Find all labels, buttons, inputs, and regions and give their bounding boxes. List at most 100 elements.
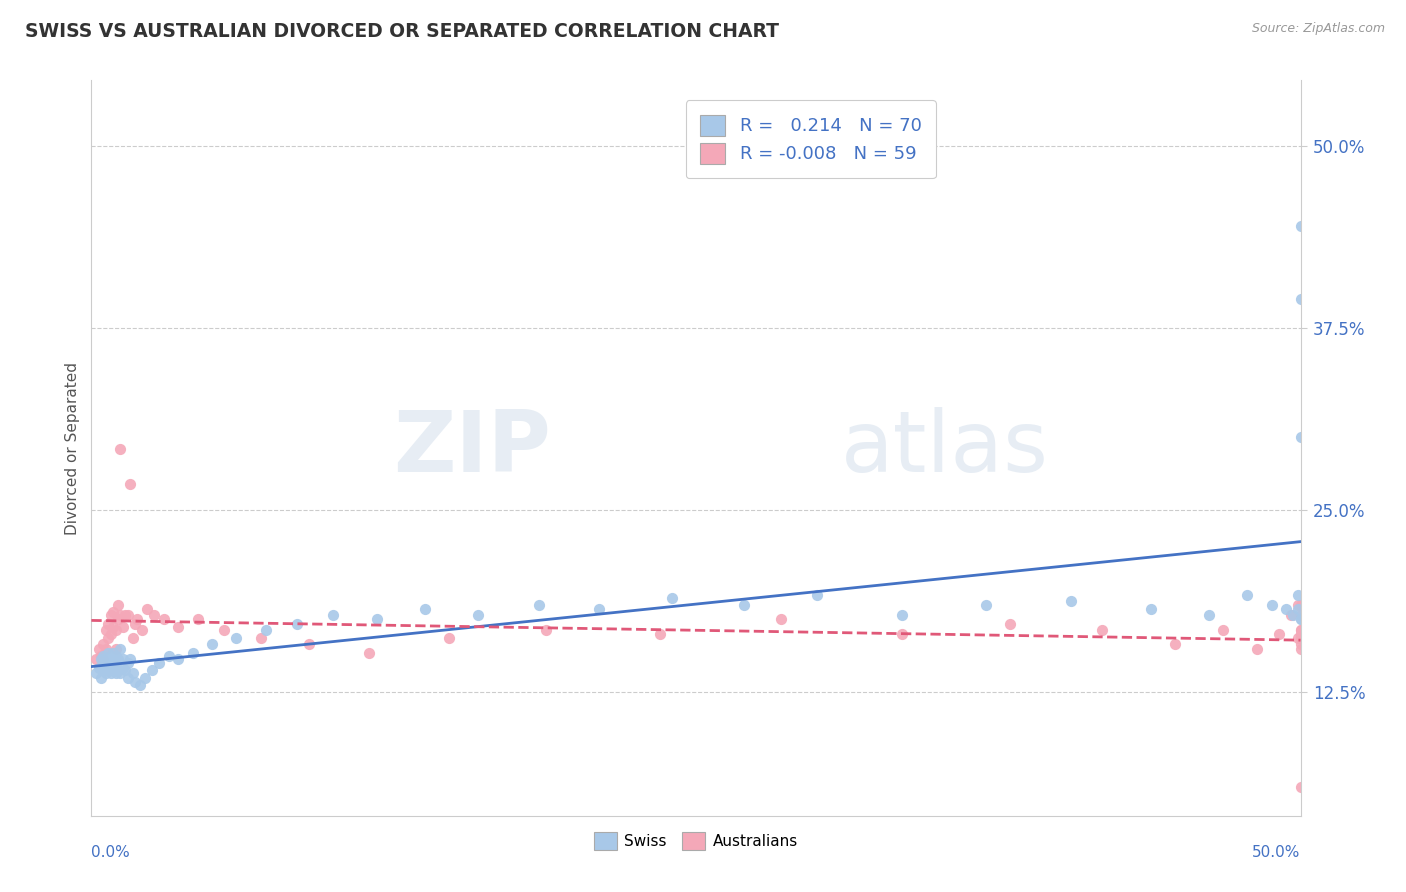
Point xyxy=(1289,623,1312,637)
Point xyxy=(87,660,110,674)
Point xyxy=(661,591,683,605)
Point xyxy=(1282,608,1305,623)
Point xyxy=(285,616,308,631)
Point xyxy=(1246,641,1268,656)
Point xyxy=(1139,602,1161,616)
Point xyxy=(1289,292,1312,306)
Point xyxy=(94,666,117,681)
Point xyxy=(254,623,277,637)
Point xyxy=(1286,588,1309,602)
Point xyxy=(588,602,610,616)
Point xyxy=(117,656,139,670)
Point xyxy=(1289,637,1312,651)
Point xyxy=(128,678,150,692)
Point xyxy=(94,623,117,637)
Point xyxy=(97,616,120,631)
Point xyxy=(201,637,224,651)
Point xyxy=(100,608,122,623)
Point xyxy=(249,632,271,646)
Legend: Swiss, Australians: Swiss, Australians xyxy=(588,825,804,856)
Point xyxy=(1289,627,1312,641)
Point xyxy=(104,666,127,681)
Point xyxy=(187,612,209,626)
Point xyxy=(93,648,115,663)
Point xyxy=(769,612,792,626)
Point xyxy=(110,442,132,456)
Point xyxy=(97,646,120,660)
Point xyxy=(101,646,124,660)
Point xyxy=(527,598,550,612)
Point xyxy=(101,664,124,678)
Point xyxy=(1286,632,1309,646)
Point xyxy=(110,641,132,656)
Text: SWISS VS AUSTRALIAN DIVORCED OR SEPARATED CORRELATION CHART: SWISS VS AUSTRALIAN DIVORCED OR SEPARATE… xyxy=(25,22,779,41)
Point xyxy=(1289,612,1312,626)
Point xyxy=(90,671,112,685)
Point xyxy=(167,652,190,666)
Point xyxy=(107,598,129,612)
Point xyxy=(104,656,127,670)
Point xyxy=(111,652,134,666)
Point xyxy=(104,641,127,656)
Point xyxy=(1060,593,1083,607)
Point xyxy=(100,656,122,670)
Text: Source: ZipAtlas.com: Source: ZipAtlas.com xyxy=(1251,22,1385,36)
Point xyxy=(127,612,149,626)
Y-axis label: Divorced or Separated: Divorced or Separated xyxy=(65,362,80,534)
Point xyxy=(1286,602,1309,616)
Point xyxy=(111,660,134,674)
Point xyxy=(100,666,122,681)
Point xyxy=(1275,602,1298,616)
Point xyxy=(1268,627,1291,641)
Point xyxy=(110,666,132,681)
Point xyxy=(1289,780,1312,794)
Point xyxy=(120,652,142,666)
Text: 50.0%: 50.0% xyxy=(1253,846,1301,860)
Point xyxy=(157,648,180,663)
Point xyxy=(648,627,671,641)
Point xyxy=(890,627,912,641)
Point xyxy=(733,598,755,612)
Point xyxy=(111,620,134,634)
Point xyxy=(107,652,129,666)
Point xyxy=(153,612,176,626)
Point xyxy=(93,656,115,670)
Point xyxy=(1212,623,1234,637)
Point xyxy=(148,656,170,670)
Point xyxy=(121,632,143,646)
Point xyxy=(94,652,117,666)
Point xyxy=(136,602,159,616)
Point xyxy=(890,608,912,623)
Point xyxy=(117,608,139,623)
Point xyxy=(101,620,124,634)
Point xyxy=(1289,430,1312,444)
Point xyxy=(141,664,163,678)
Point xyxy=(1289,608,1312,623)
Point xyxy=(100,627,122,641)
Point xyxy=(131,623,153,637)
Point xyxy=(1289,598,1312,612)
Point xyxy=(94,641,117,656)
Point xyxy=(1279,608,1302,623)
Point xyxy=(974,598,997,612)
Point xyxy=(114,608,136,623)
Point xyxy=(1289,612,1312,626)
Point xyxy=(181,646,204,660)
Point xyxy=(1000,616,1022,631)
Point xyxy=(124,675,146,690)
Point xyxy=(1289,641,1312,656)
Point xyxy=(84,666,107,681)
Point xyxy=(1198,608,1220,623)
Point xyxy=(214,623,236,637)
Point xyxy=(97,664,120,678)
Point xyxy=(534,623,557,637)
Point xyxy=(114,664,136,678)
Point xyxy=(90,652,112,666)
Point xyxy=(1260,598,1282,612)
Point xyxy=(467,608,489,623)
Text: ZIP: ZIP xyxy=(394,407,551,490)
Point xyxy=(87,641,110,656)
Point xyxy=(93,637,115,651)
Point xyxy=(104,648,127,663)
Point xyxy=(107,664,129,678)
